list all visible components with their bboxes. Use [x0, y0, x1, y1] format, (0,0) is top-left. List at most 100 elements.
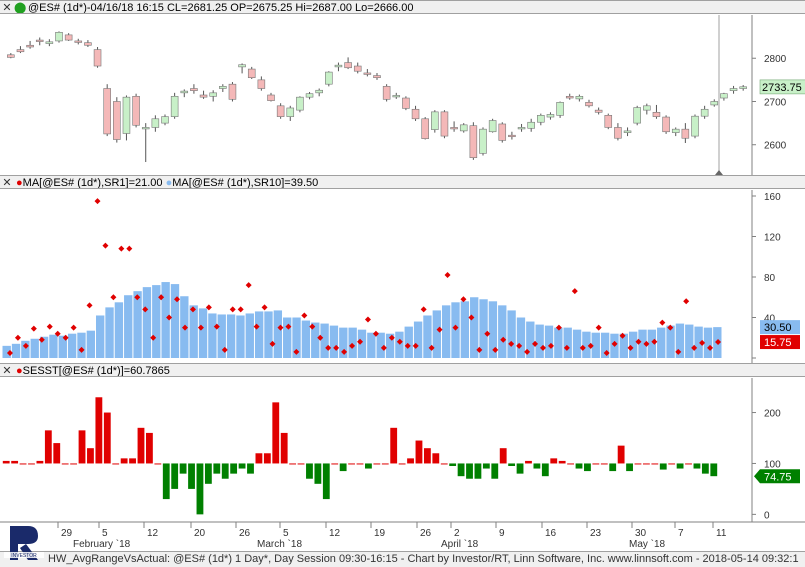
close-icon[interactable]: ✕: [2, 2, 12, 14]
ma-point: [14, 334, 21, 341]
cursor-marker: [715, 170, 723, 175]
ma-point: [412, 342, 419, 349]
sesst-bar: [331, 463, 339, 465]
ma-sr1-tag-label: 15.75: [764, 337, 792, 349]
candle-body: [729, 88, 738, 91]
candle-body: [45, 41, 54, 44]
x-tick-label: 26: [420, 528, 432, 539]
sesst-bar: [120, 458, 128, 464]
sesst-bar: [550, 458, 558, 464]
ma-bar: [329, 325, 339, 358]
sesst-bar: [668, 463, 676, 465]
x-month-label: February `18: [73, 538, 131, 550]
ma-bar: [694, 326, 703, 358]
ma-bar: [563, 327, 572, 358]
candle-body: [113, 101, 121, 140]
sesst-bar: [137, 427, 145, 464]
sesst-bar: [651, 463, 659, 465]
y-tick-label: 160: [764, 192, 781, 203]
sesst-bar: [230, 463, 238, 474]
y-tick-label: 2600: [764, 141, 787, 152]
sesst-bar: [255, 453, 263, 464]
ma-point: [659, 319, 666, 326]
ma-point: [205, 304, 212, 311]
sesst-bar: [659, 463, 667, 470]
ma-point: [667, 324, 674, 331]
candle-body: [26, 44, 34, 48]
ma-point: [221, 346, 228, 353]
x-tick-label: 9: [499, 528, 505, 539]
y-tick-label: 120: [764, 233, 781, 244]
candle-body: [662, 116, 670, 133]
sesst-bar: [499, 448, 507, 464]
candle-body: [575, 95, 584, 100]
sesst-bar: [11, 460, 19, 464]
ma-point: [22, 342, 29, 349]
ma-bar: [198, 308, 208, 358]
ma-point: [380, 344, 387, 351]
close-icon[interactable]: ✕: [2, 365, 12, 377]
candle-body: [565, 95, 574, 99]
sesst-bar: [129, 458, 136, 464]
ma-sr1-tag: [760, 335, 800, 350]
ma-point: [189, 306, 196, 313]
candle-body: [103, 88, 111, 135]
ma-bar: [273, 310, 283, 358]
sesst-bar: [19, 463, 27, 465]
x-tick-label: 19: [374, 528, 386, 539]
sesst-bar: [44, 430, 52, 464]
ma-point: [619, 332, 626, 339]
candle-body: [643, 105, 651, 111]
ma-point: [547, 342, 554, 349]
sesst-tag-label: 74.75: [764, 471, 792, 483]
candle-body: [739, 86, 747, 89]
sesst-bar: [162, 463, 170, 500]
sesst-bar: [289, 463, 297, 465]
candle-body: [190, 88, 198, 91]
ma-point: [269, 340, 276, 347]
candle-body: [35, 39, 44, 42]
candle-body: [228, 83, 237, 100]
ma-bar: [21, 340, 30, 358]
ma-point: [715, 339, 722, 346]
ma-point: [452, 324, 459, 331]
ma-point: [166, 314, 173, 321]
candle-body: [315, 89, 323, 94]
sesst-bar: [204, 463, 212, 484]
ma-bar: [236, 315, 245, 358]
ma-bar: [348, 327, 357, 358]
y-tick-label: 200: [764, 409, 781, 420]
ma-point: [683, 298, 690, 305]
sesst-bar: [238, 463, 246, 469]
candle-body: [170, 95, 179, 117]
x-tick-label: 16: [545, 528, 557, 539]
ma-bar: [703, 327, 713, 358]
ma-point: [357, 338, 364, 345]
sesst-bar: [272, 402, 280, 464]
candle-body: [431, 111, 439, 130]
ma-point: [174, 296, 181, 303]
ma-bar: [516, 317, 526, 358]
ma-point: [285, 323, 292, 330]
candle-body: [55, 31, 63, 42]
close-icon[interactable]: ✕: [2, 177, 12, 189]
ma-bar: [675, 323, 685, 358]
x-tick-label: 20: [194, 528, 206, 539]
sesst-bar: [247, 463, 254, 474]
ma-sr10-icon: ●: [165, 177, 173, 189]
ma-bar: [152, 285, 161, 358]
candle-body: [325, 71, 333, 85]
sesst-bar: [356, 463, 364, 465]
price-up-icon: ⬤: [14, 2, 27, 14]
ma-bar: [264, 311, 273, 358]
ma-point: [30, 325, 37, 332]
candle-body: [720, 93, 728, 99]
ma-bar: [58, 335, 67, 358]
ma-point: [476, 346, 483, 353]
sesst-bar: [263, 453, 271, 464]
ma-point: [245, 282, 252, 289]
ma-bar: [311, 322, 320, 358]
candle-body: [122, 96, 131, 134]
sesst-bar: [701, 463, 709, 474]
candle-body: [257, 79, 266, 89]
